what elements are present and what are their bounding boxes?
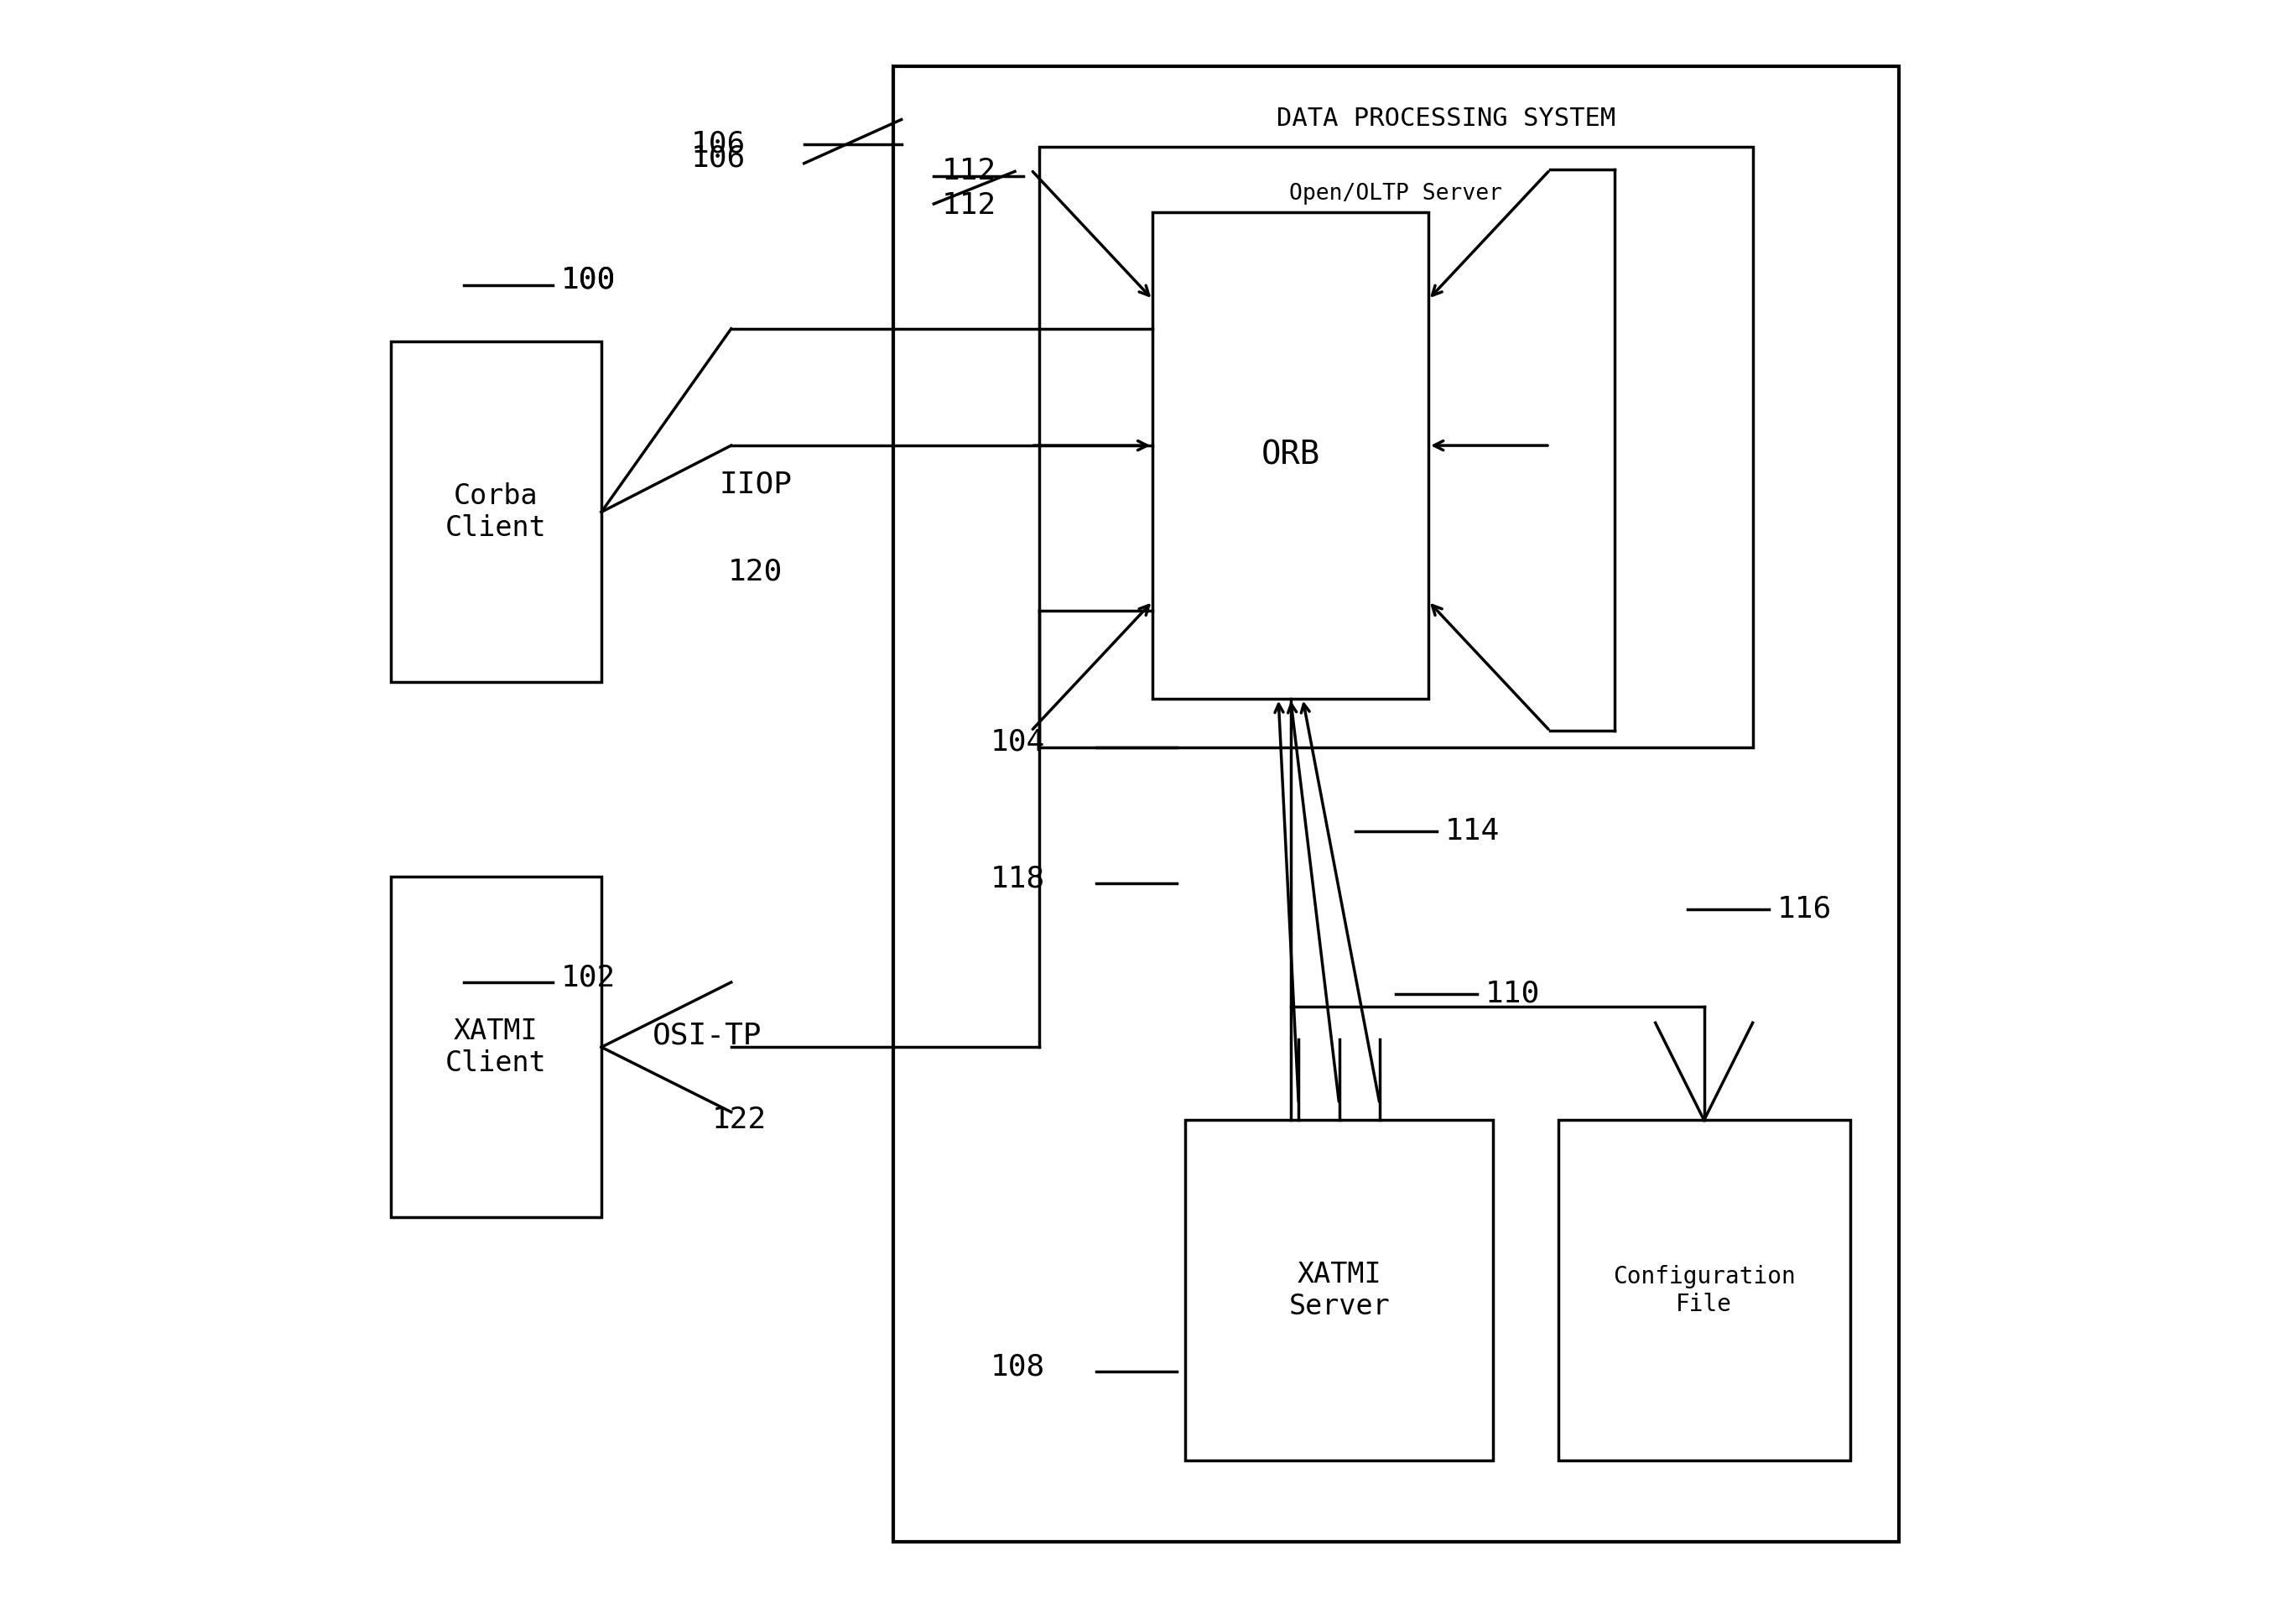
Bar — [391, 341, 602, 682]
Text: 100: 100 — [561, 266, 616, 294]
Text: 106: 106 — [691, 130, 746, 158]
Bar — [1152, 213, 1427, 698]
Text: 112: 112 — [941, 192, 996, 219]
Text: IIOP: IIOP — [718, 471, 791, 499]
Text: 108: 108 — [991, 1353, 1046, 1380]
Text: 116: 116 — [1777, 895, 1832, 924]
Text: ORB: ORB — [1262, 440, 1321, 471]
Text: 100: 100 — [561, 266, 616, 294]
Bar — [391, 877, 602, 1218]
Text: 112: 112 — [941, 158, 996, 185]
Text: XATMI
Client: XATMI Client — [446, 1017, 546, 1077]
Text: 118: 118 — [991, 864, 1046, 893]
Text: XATMI
Server: XATMI Server — [1289, 1260, 1389, 1320]
Text: OSI-TP: OSI-TP — [652, 1021, 761, 1051]
Text: 104: 104 — [991, 728, 1046, 757]
Text: 102: 102 — [561, 963, 616, 992]
Text: DATA PROCESSING SYSTEM: DATA PROCESSING SYSTEM — [1277, 107, 1616, 132]
Bar — [1184, 1121, 1493, 1460]
Text: 120: 120 — [727, 557, 782, 586]
Bar — [1557, 1121, 1850, 1460]
Text: 106: 106 — [691, 145, 746, 172]
Text: Corba
Client: Corba Client — [446, 482, 546, 542]
Bar — [893, 67, 1898, 1541]
Text: 114: 114 — [1446, 817, 1500, 846]
Bar — [1039, 148, 1752, 747]
Text: Configuration
File: Configuration File — [1614, 1265, 1796, 1315]
Text: Open/OLTP Server: Open/OLTP Server — [1289, 184, 1502, 205]
Text: 110: 110 — [1484, 979, 1539, 1009]
Text: 122: 122 — [711, 1106, 766, 1135]
